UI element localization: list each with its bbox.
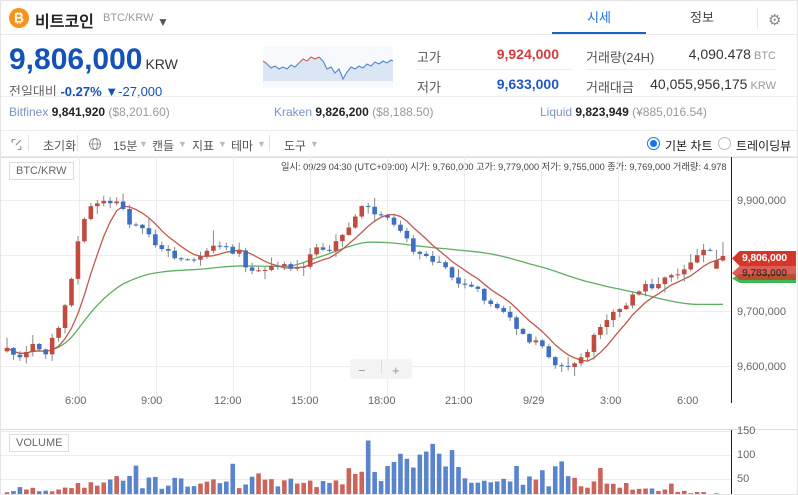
svg-text:B: B [14,10,24,25]
